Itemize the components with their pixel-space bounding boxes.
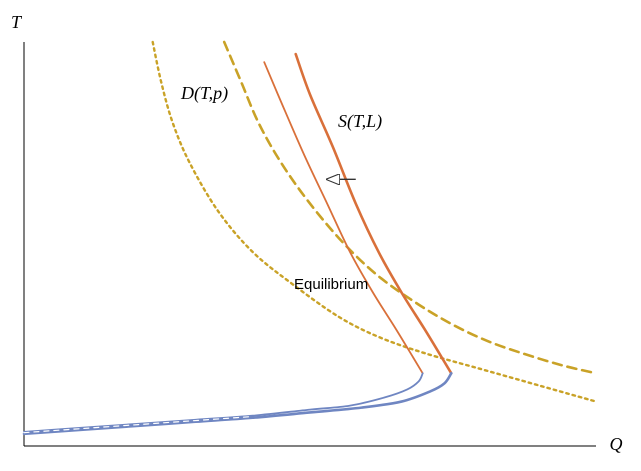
lower-branch-dashed-line <box>23 415 254 434</box>
demand-curve-label: D(T,p) <box>180 83 228 104</box>
lower-branch-thick-line <box>22 371 453 436</box>
x-axis-label: Q <box>610 434 623 454</box>
supply-curve-label: S(T,L) <box>338 111 382 132</box>
lower-branch-thin-line <box>23 372 424 433</box>
demand-dashed-line <box>222 40 598 375</box>
series-layer <box>22 40 598 436</box>
supply-thin-line <box>263 61 424 375</box>
y-axis-label: T <box>11 12 23 32</box>
annotation-layer: D(T,p) S(T,L) Equilibrium <box>180 83 382 293</box>
equilibrium-label: Equilibrium <box>294 276 368 293</box>
demand-dotted-line <box>151 40 598 403</box>
supply-thick-line <box>294 52 453 375</box>
axes: T Q <box>11 12 623 454</box>
